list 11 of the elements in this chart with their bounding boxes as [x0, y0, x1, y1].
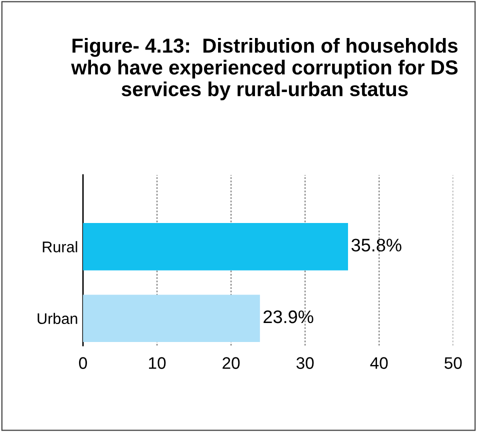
data-label: 23.9%: [264, 310, 314, 324]
x-tick-label: 30: [296, 357, 314, 369]
data-label: 35.8%: [351, 238, 402, 252]
y-tick-label: Urban: [38, 312, 78, 324]
x-tick-label: 0: [79, 357, 87, 369]
chart-title: Figure- 4.13: Distribution of households who have experienced corruption for DS services by rural-urban status: [71, 38, 458, 100]
x-tick-label: 40: [370, 357, 388, 369]
x-tick-label: 20: [222, 357, 240, 369]
x-tick-label: 50: [444, 357, 462, 369]
x-tick-label: 10: [149, 357, 166, 369]
y-tick-label: Rural: [42, 241, 78, 252]
